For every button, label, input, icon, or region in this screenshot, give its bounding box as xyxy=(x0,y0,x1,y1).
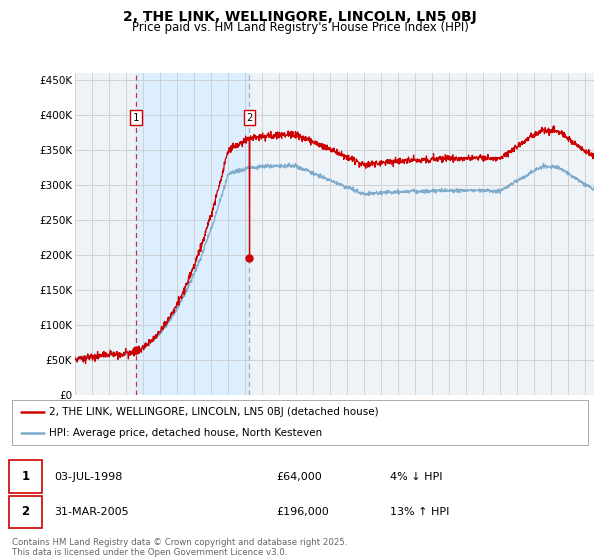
Text: 13% ↑ HPI: 13% ↑ HPI xyxy=(390,507,449,517)
Text: Price paid vs. HM Land Registry's House Price Index (HPI): Price paid vs. HM Land Registry's House … xyxy=(131,21,469,34)
Bar xyxy=(136,73,250,395)
Text: 2: 2 xyxy=(246,113,253,123)
Text: HPI: Average price, detached house, North Kesteven: HPI: Average price, detached house, Nort… xyxy=(49,428,323,438)
Text: 31-MAR-2005: 31-MAR-2005 xyxy=(54,507,128,517)
Text: 2, THE LINK, WELLINGORE, LINCOLN, LN5 0BJ: 2, THE LINK, WELLINGORE, LINCOLN, LN5 0B… xyxy=(123,10,477,24)
Text: 2, THE LINK, WELLINGORE, LINCOLN, LN5 0BJ (detached house): 2, THE LINK, WELLINGORE, LINCOLN, LN5 0B… xyxy=(49,408,379,418)
Text: £196,000: £196,000 xyxy=(276,507,329,517)
Text: 1: 1 xyxy=(22,470,29,483)
Text: 4% ↓ HPI: 4% ↓ HPI xyxy=(390,472,443,482)
Text: £64,000: £64,000 xyxy=(276,472,322,482)
Text: Contains HM Land Registry data © Crown copyright and database right 2025.
This d: Contains HM Land Registry data © Crown c… xyxy=(12,538,347,557)
Text: 1: 1 xyxy=(133,113,139,123)
Text: 03-JUL-1998: 03-JUL-1998 xyxy=(54,472,122,482)
Text: 2: 2 xyxy=(22,505,29,519)
